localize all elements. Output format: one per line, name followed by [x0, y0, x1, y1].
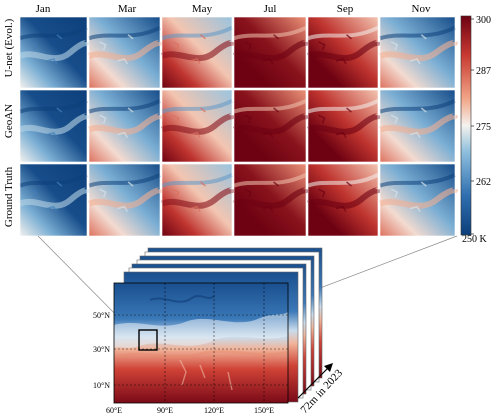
colorbar-tick-label: 275	[476, 122, 491, 133]
heatmap-panel	[306, 163, 381, 237]
lon-label: 120°E	[204, 406, 224, 415]
map-gridlines	[114, 283, 288, 403]
heatmap-panel	[306, 89, 381, 163]
lat-label: 10°N	[93, 381, 110, 390]
month-label: May	[192, 3, 213, 15]
heatmap-panel	[378, 16, 458, 89]
month-label: Mar	[118, 3, 137, 15]
heatmap-panel	[378, 89, 458, 163]
month-label: Nov	[412, 3, 431, 15]
lat-label: 30°N	[93, 345, 110, 354]
colorbar-tick-label: 287	[476, 66, 491, 77]
map-frame	[113, 282, 289, 404]
month-headers: Jan Mar May Jul Sep Nov	[36, 3, 431, 15]
row-labels: U-net (Evol.) GeoAN Ground Truth	[3, 18, 15, 227]
heatmap-grid	[18, 16, 458, 237]
heatmap-panel	[18, 163, 90, 237]
lon-label: 150°E	[254, 406, 274, 415]
heatmap-panel	[87, 163, 163, 237]
heatmap-panel	[87, 89, 163, 163]
heatmap-panel	[306, 16, 381, 89]
heatmap-panel	[160, 16, 235, 89]
heatmap-panel	[18, 89, 90, 163]
lat-label: 50°N	[93, 311, 110, 320]
heatmap-panel	[378, 163, 458, 237]
lon-label: 60°E	[106, 406, 122, 415]
month-label: Sep	[337, 3, 354, 15]
month-label: Jul	[264, 3, 277, 15]
colorbar: 300 287 275 262 250 K	[460, 15, 491, 245]
arrow-head	[324, 363, 333, 372]
month-label: Jan	[36, 3, 51, 15]
colorbar-tick-label: 250 K	[462, 234, 488, 245]
heatmap-panel	[18, 16, 90, 89]
row-label: GeoAN	[3, 104, 15, 138]
row-label: U-net (Evol.)	[3, 18, 15, 77]
heatmap-panel	[160, 163, 235, 237]
heatmap-panel	[232, 89, 309, 163]
colorbar-tick-label: 262	[476, 177, 491, 188]
heatmap-panel	[232, 16, 309, 89]
colorbar-gradient	[460, 15, 472, 236]
heatmap-panel	[160, 89, 235, 163]
front-map	[113, 282, 289, 404]
colorbar-tick-label: 300	[476, 15, 491, 26]
lon-label: 90°E	[157, 406, 173, 415]
heatmap-panel	[87, 16, 163, 89]
map-axis-labels: 50°N 30°N 10°N 60°E 90°E 120°E 150°E	[93, 311, 274, 415]
zoom-region-box	[138, 329, 158, 351]
heatmap-panel	[232, 163, 309, 237]
arrow-shaft	[297, 367, 329, 399]
row-label: Ground Truth	[3, 166, 15, 227]
